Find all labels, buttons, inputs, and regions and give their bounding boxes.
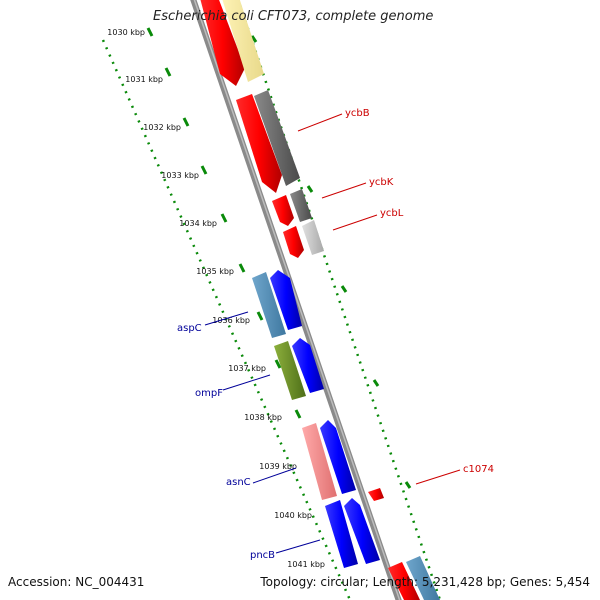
tick-mark: [306, 185, 314, 193]
leader-line: [275, 539, 321, 554]
ruler-tick-label: 1031 kbp: [125, 75, 163, 84]
ruler-tick-label: 1032 kbp: [143, 123, 181, 132]
leader-line: [204, 311, 249, 326]
gene-label-leaders: [204, 113, 461, 554]
gene-feature[interactable]: [302, 423, 337, 500]
tick-mark: [274, 359, 282, 369]
tick-mark: [182, 117, 190, 127]
ruler-tick-label: 1039 kbp: [259, 462, 297, 471]
gene-feature[interactable]: [320, 420, 356, 494]
ruler-tick-label: 1037 kbp: [228, 364, 266, 373]
ruler-tick-label: 1035 kbp: [196, 267, 234, 276]
ruler-tick-label: 1030 kbp: [107, 28, 145, 37]
gene-feature[interactable]: [388, 562, 420, 600]
tick-mark: [164, 67, 172, 77]
gene-feature[interactable]: [270, 270, 302, 330]
gene-feature[interactable]: [344, 498, 380, 564]
reverse-strand-genes: [252, 270, 380, 568]
topology-text: Topology: circular; Length: 5,231,428 bp…: [260, 575, 590, 589]
gene-label-ycbL[interactable]: ycbL: [380, 208, 404, 219]
gene-feature[interactable]: [302, 220, 324, 255]
accession-text: Accession: NC_004431: [8, 575, 145, 589]
gene-feature[interactable]: [220, 0, 264, 82]
gene-feature[interactable]: [290, 189, 312, 222]
gene-feature[interactable]: [292, 338, 324, 393]
gene-label-ycbB[interactable]: ycbB: [345, 108, 370, 119]
tick-mark: [404, 481, 412, 489]
gene-feature[interactable]: [236, 94, 282, 193]
tick-mark: [200, 165, 208, 175]
tick-mark: [250, 35, 258, 43]
leader-line: [222, 374, 271, 391]
gene-feature[interactable]: [325, 500, 358, 568]
gene-feature[interactable]: [406, 556, 440, 600]
tick-mark: [146, 27, 154, 37]
gene-label-pncB[interactable]: pncB: [250, 550, 275, 561]
gene-label-asnC[interactable]: asnC: [226, 477, 251, 488]
gene-feature[interactable]: [283, 226, 304, 258]
gene-feature[interactable]: [274, 341, 306, 400]
gene-label-aspC[interactable]: aspC: [177, 323, 202, 334]
tick-mark: [238, 263, 246, 273]
genome-backbone-highlight: [193, 0, 401, 600]
ruler-tick-label: 1038 kbp: [244, 413, 282, 422]
genome-title: Escherichia coli CFT073, complete genome: [153, 9, 434, 24]
gene-label-c1074[interactable]: c1074: [463, 464, 494, 475]
gene-label-ycbK[interactable]: ycbK: [369, 177, 394, 188]
gene-labels: ycbB ycbK ycbL aspC ompF asnC c1074 pncB: [177, 108, 494, 561]
tick-mark: [294, 409, 302, 419]
ruler-tick-label: 1033 kbp: [161, 171, 199, 180]
leader-line: [332, 214, 378, 231]
genome-backbone: [190, 0, 402, 600]
gene-feature[interactable]: [272, 195, 294, 226]
gene-label-ompF[interactable]: ompF: [195, 388, 223, 399]
ruler-tick-label: 1034 kbp: [179, 219, 217, 228]
gene-feature[interactable]: [252, 272, 286, 338]
gene-feature[interactable]: [254, 90, 300, 186]
ruler-tick-label: 1040 kbp: [274, 511, 312, 520]
ruler-tick-label: 1036 kbp: [212, 316, 250, 325]
leader-line: [252, 467, 297, 484]
leader-line: [297, 113, 343, 132]
forward-strand-genes: [200, 0, 440, 600]
tick-mark: [340, 285, 348, 293]
tick-mark: [256, 311, 264, 321]
tick-mark: [372, 379, 380, 387]
gene-feature[interactable]: [200, 0, 245, 86]
ruler-tick-labels: 1030 kbp 1031 kbp 1032 kbp 1033 kbp 1034…: [107, 28, 325, 569]
ruler-right-dotted-line: [237, 0, 442, 600]
leader-line: [321, 182, 367, 199]
gene-feature[interactable]: [368, 488, 384, 501]
tick-mark: [220, 213, 228, 223]
ruler-tick-label: 1041 kbp: [287, 560, 325, 569]
leader-line: [415, 469, 461, 485]
